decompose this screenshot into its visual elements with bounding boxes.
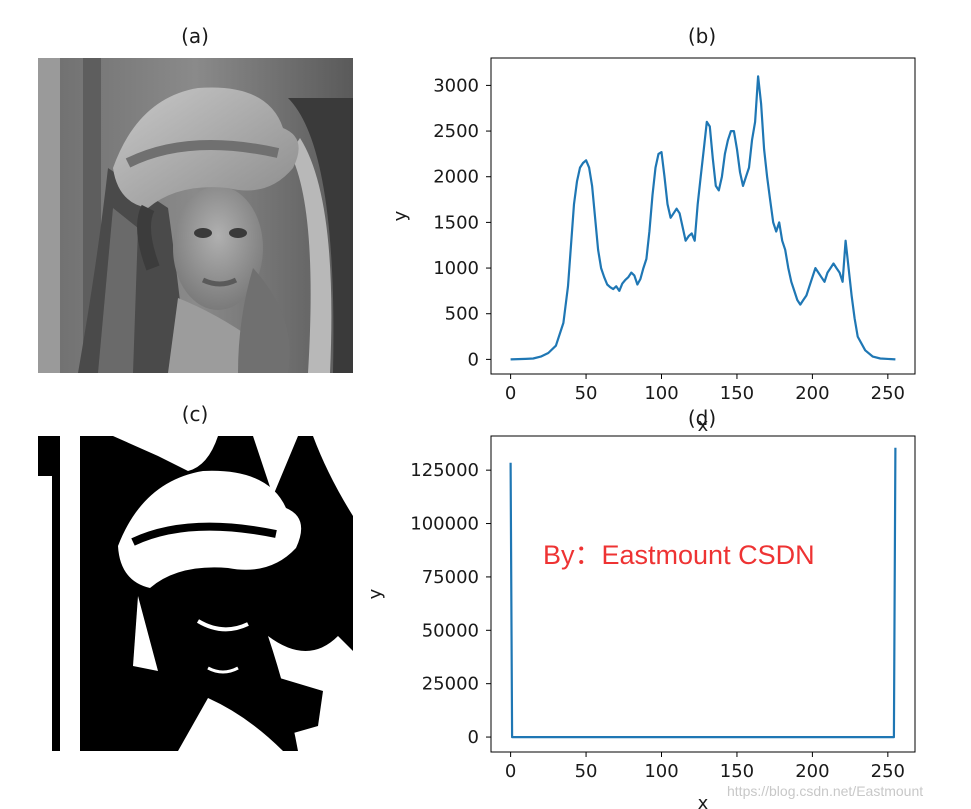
- panel-d-series-line: [509, 447, 897, 739]
- panel-d-ytick-label: 25000: [422, 674, 479, 695]
- panel-d-ytick-label: 0: [468, 727, 479, 748]
- panel-d-xtick-label: 250: [871, 761, 905, 782]
- panel-b-xtick-label: 200: [795, 383, 829, 404]
- panel-b-xtick-label: 50: [575, 383, 598, 404]
- grayscale-photo: [38, 58, 353, 373]
- panel-d-xtick-label: 0: [505, 761, 516, 782]
- panel-b-ylabel: y: [390, 210, 411, 221]
- watermark-text: By：Eastmount CSDN: [543, 540, 815, 570]
- panel-d-xlabel: x: [698, 793, 709, 809]
- panel-b-ytick-label: 1500: [433, 212, 479, 233]
- source-url: https://blog.csdn.net/Eastmount: [727, 783, 924, 799]
- panel-d-ytick-label: 75000: [422, 567, 479, 588]
- panel-d-ylabel: y: [365, 588, 386, 599]
- panel-b-xtick-label: 250: [871, 383, 905, 404]
- panel-d-xtick-label: 150: [720, 761, 754, 782]
- panel-d-xtick-label: 200: [795, 761, 829, 782]
- panel-d-xtick-label: 100: [644, 761, 678, 782]
- panel-c-title: (c): [181, 402, 209, 426]
- panel-d-axes-frame: [490, 435, 916, 753]
- panel-d-ytick-label: 50000: [422, 620, 479, 641]
- panel-b-xtick-label: 100: [644, 383, 678, 404]
- panel-b-xlabel: x: [698, 415, 709, 436]
- panel-d-xtick-label: 50: [575, 761, 598, 782]
- panel-b-ytick-label: 1000: [433, 258, 479, 279]
- panel-b-ytick-label: 0: [468, 349, 479, 370]
- binary-photo: [38, 436, 353, 751]
- panel-b-xtick-label: 0: [505, 383, 516, 404]
- panel-b-ytick-label: 2500: [433, 121, 479, 142]
- panel-d-title: (d): [688, 406, 716, 430]
- panel-d-ytick-label: 100000: [410, 514, 479, 535]
- panel-b-title: (b): [687, 24, 717, 48]
- panel-b-ytick-label: 2000: [433, 167, 479, 188]
- panel-d-ytick-label: 125000: [410, 460, 479, 481]
- panel-b-series-line: [510, 75, 896, 361]
- panel-b-axes-frame: [490, 57, 916, 375]
- panel-b-ytick-label: 500: [445, 304, 479, 325]
- panel-a-title: (a): [181, 24, 209, 48]
- panel-b-ytick-label: 3000: [433, 75, 479, 96]
- panel-b-xtick-label: 150: [720, 383, 754, 404]
